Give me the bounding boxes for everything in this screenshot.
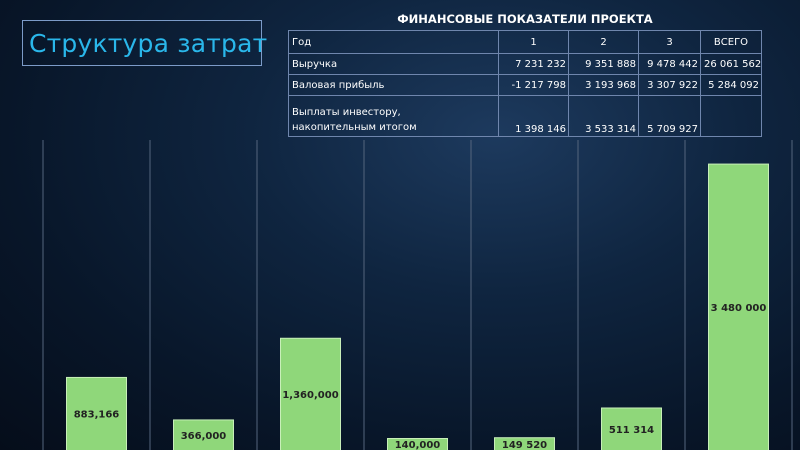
table-cell: 3 533 314 (568, 95, 639, 137)
chart-data-label: 149 520 (502, 440, 547, 450)
chart-bar (173, 419, 234, 450)
financials-title: ФИНАНСОВЫЕ ПОКАЗАТЕЛИ ПРОЕКТА (397, 12, 653, 26)
table-header-row: Год 1 2 3 ВСЕГО (288, 30, 762, 54)
chart-data-label: 1,360,000 (282, 390, 338, 401)
chart-bar (708, 163, 769, 450)
chart-data-label: 140,000 (395, 440, 441, 450)
table-cell: 5 709 927 (638, 95, 701, 137)
row-label-line: Выплаты инвестору, (292, 107, 401, 118)
chart-bar (387, 437, 448, 450)
chart-data-label: 3 480 000 (711, 303, 767, 314)
chart-data-label: 883,166 (74, 410, 120, 421)
table-cell (700, 95, 762, 137)
financials-table: Год 1 2 3 ВСЕГО Выручка 7 231 232 9 351 … (288, 30, 762, 137)
chart-bar (66, 376, 127, 450)
row-label: Выплаты инвестору, накопительным итогом (288, 95, 499, 137)
chart-data-label: 366,000 (181, 431, 227, 442)
chart-data-label: 511 314 (609, 425, 654, 436)
header-cell-total: ВСЕГО (700, 30, 762, 54)
chart-bar (280, 337, 341, 450)
row-label-line: накопительным итогом (292, 122, 417, 133)
chart-bar (601, 407, 662, 450)
slide-title: Структура затрат (29, 28, 268, 58)
header-cell: 3 (638, 30, 701, 54)
chart-bar (494, 437, 555, 450)
slide-title-box: Структура затрат (22, 20, 267, 66)
table-row-investor-payments: Выплаты инвестору, накопительным итогом … (288, 95, 762, 137)
header-cell-year: Год (288, 30, 499, 54)
